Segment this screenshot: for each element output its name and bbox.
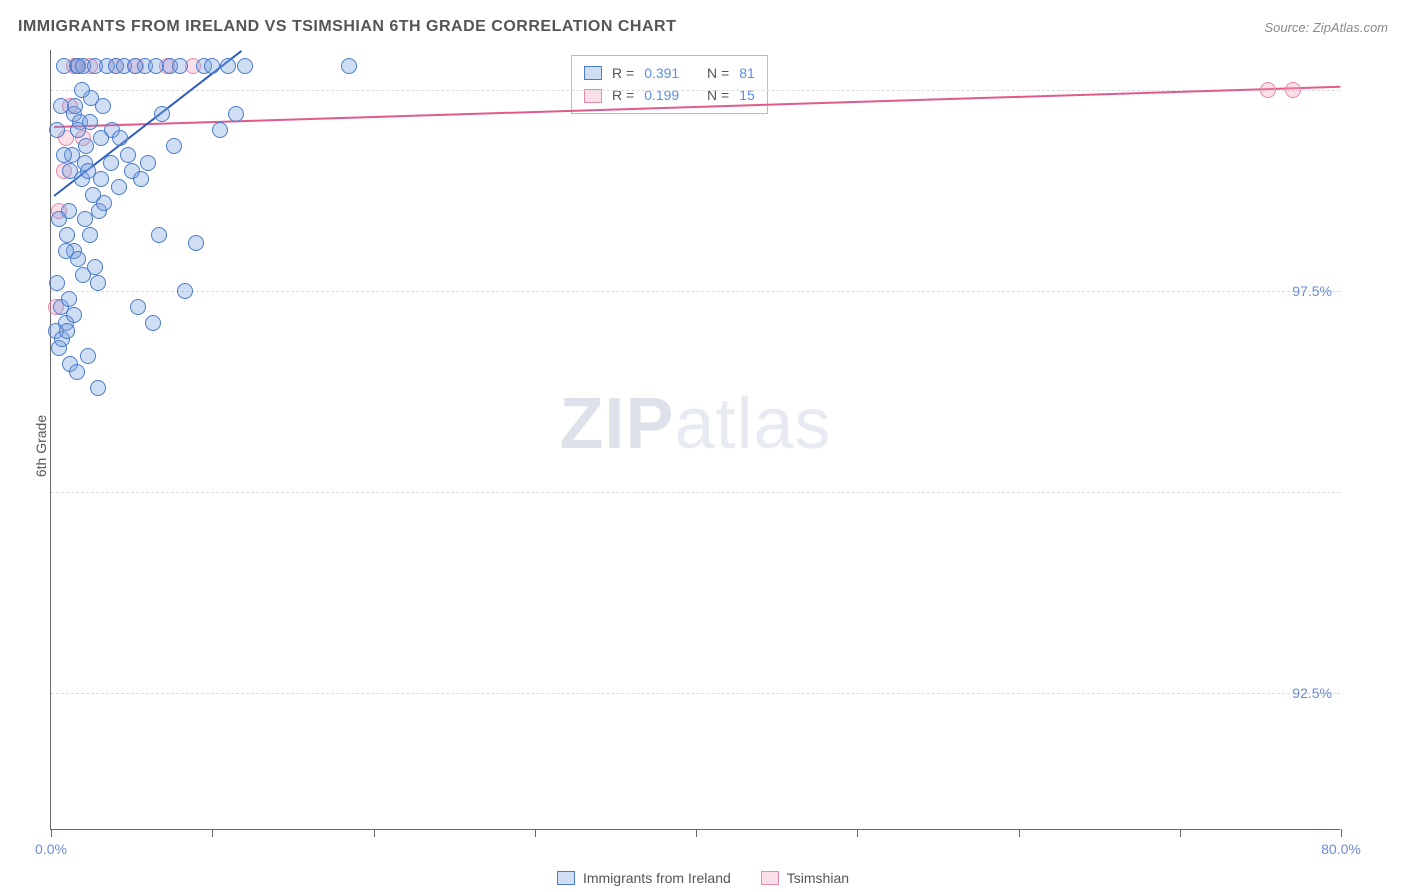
chart-title: IMMIGRANTS FROM IRELAND VS TSIMSHIAN 6TH… (18, 18, 676, 36)
y-tick-label: 92.5% (1292, 685, 1332, 701)
x-tick (535, 829, 536, 837)
watermark: ZIPatlas (559, 383, 831, 465)
data-point-tsimshian (1285, 82, 1301, 98)
data-point-ireland (49, 122, 65, 138)
x-tick (51, 829, 52, 837)
x-tick (1341, 829, 1342, 837)
x-tick (1019, 829, 1020, 837)
x-tick (1180, 829, 1181, 837)
data-point-ireland (77, 211, 93, 227)
data-point-ireland (74, 82, 90, 98)
data-point-ireland (69, 364, 85, 380)
data-point-ireland (82, 227, 98, 243)
data-point-ireland (228, 106, 244, 122)
data-point-ireland (51, 211, 67, 227)
legend-item-ireland: Immigrants from Ireland (557, 870, 731, 886)
data-point-ireland (95, 98, 111, 114)
legend-label: Immigrants from Ireland (583, 870, 731, 886)
data-point-ireland (237, 58, 253, 74)
data-point-ireland (154, 106, 170, 122)
x-tick (857, 829, 858, 837)
x-tick (696, 829, 697, 837)
source-attribution: Source: ZipAtlas.com (1264, 20, 1388, 35)
swatch-icon (584, 66, 602, 80)
data-point-ireland (85, 187, 101, 203)
data-point-ireland (166, 138, 182, 154)
series-legend: Immigrants from Ireland Tsimshian (0, 870, 1406, 886)
data-point-ireland (177, 283, 193, 299)
data-point-ireland (61, 291, 77, 307)
scatter-plot: ZIPatlas R = 0.391 N = 81R = 0.199 N = 1… (50, 50, 1340, 830)
data-point-ireland (133, 171, 149, 187)
data-point-tsimshian (1260, 82, 1276, 98)
gridline (51, 291, 1340, 292)
data-point-ireland (341, 58, 357, 74)
data-point-ireland (151, 227, 167, 243)
y-axis-label: 6th Grade (33, 415, 49, 477)
x-tick (374, 829, 375, 837)
data-point-ireland (130, 299, 146, 315)
data-point-ireland (90, 380, 106, 396)
data-point-ireland (112, 130, 128, 146)
data-point-ireland (80, 348, 96, 364)
data-point-ireland (204, 58, 220, 74)
data-point-ireland (145, 315, 161, 331)
data-point-ireland (59, 227, 75, 243)
data-point-ireland (59, 323, 75, 339)
data-point-ireland (90, 275, 106, 291)
data-point-ireland (120, 147, 136, 163)
data-point-ireland (103, 155, 119, 171)
data-point-ireland (78, 138, 94, 154)
data-point-ireland (58, 243, 74, 259)
legend-row: R = 0.199 N = 15 (584, 84, 755, 106)
data-point-ireland (66, 307, 82, 323)
data-point-ireland (82, 114, 98, 130)
swatch-icon (761, 871, 779, 885)
data-point-ireland (56, 147, 72, 163)
legend-item-tsimshian: Tsimshian (761, 870, 849, 886)
data-point-ireland (172, 58, 188, 74)
gridline (51, 693, 1340, 694)
data-point-ireland (93, 171, 109, 187)
data-point-ireland (111, 179, 127, 195)
data-point-ireland (49, 275, 65, 291)
data-point-ireland (87, 259, 103, 275)
data-point-ireland (212, 122, 228, 138)
gridline (51, 492, 1340, 493)
x-tick-label: 80.0% (1321, 841, 1361, 857)
data-point-ireland (53, 98, 69, 114)
data-point-ireland (67, 98, 83, 114)
y-tick-label: 97.5% (1292, 283, 1332, 299)
legend-row: R = 0.391 N = 81 (584, 62, 755, 84)
x-tick (212, 829, 213, 837)
data-point-ireland (56, 58, 72, 74)
x-tick-label: 0.0% (35, 841, 67, 857)
data-point-ireland (220, 58, 236, 74)
legend-label: Tsimshian (787, 870, 849, 886)
swatch-icon (557, 871, 575, 885)
data-point-ireland (188, 235, 204, 251)
data-point-ireland (140, 155, 156, 171)
